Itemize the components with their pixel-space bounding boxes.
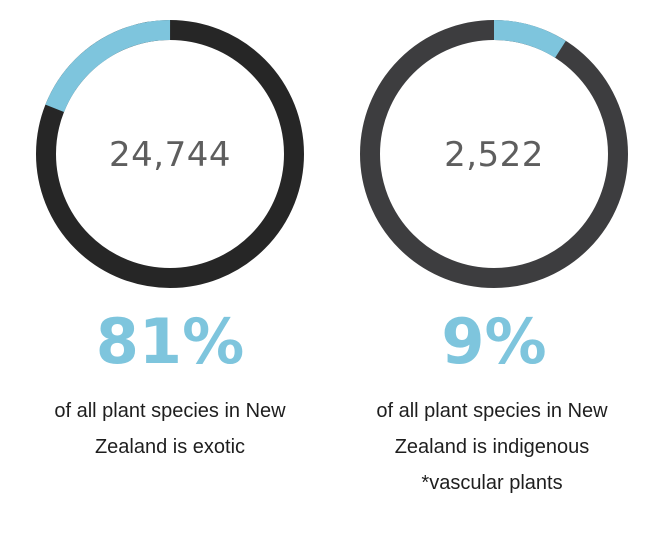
exotic-species-panel: 24,744 81% of all plant species in New Z…	[20, 0, 320, 546]
exotic-ring-highlight-segment	[36, 19, 304, 288]
indigenous-species-panel: 2,522 9% of all plant species in New Zea…	[344, 0, 644, 546]
exotic-donut-chart	[34, 18, 306, 290]
indigenous-donut-svg	[360, 20, 628, 288]
vascular-plants-note: *vascular plants	[421, 472, 563, 494]
indigenous-description: of all plant species in New Zealand is i…	[352, 393, 632, 501]
indigenous-ring-highlight-segment	[360, 20, 628, 288]
exotic-description: of all plant species in New Zealand is e…	[20, 393, 320, 465]
exotic-percent: 81%	[95, 305, 245, 378]
indigenous-percent: 9%	[441, 305, 547, 378]
exotic-description-text: of all plant species in New Zealand is e…	[54, 400, 286, 458]
indigenous-species-count: 2,522	[444, 135, 544, 175]
indigenous-description-text: of all plant species in New Zealand is i…	[376, 400, 608, 458]
indigenous-donut-chart	[358, 18, 630, 290]
exotic-species-count: 24,744	[109, 135, 231, 175]
exotic-donut-svg	[36, 19, 304, 288]
